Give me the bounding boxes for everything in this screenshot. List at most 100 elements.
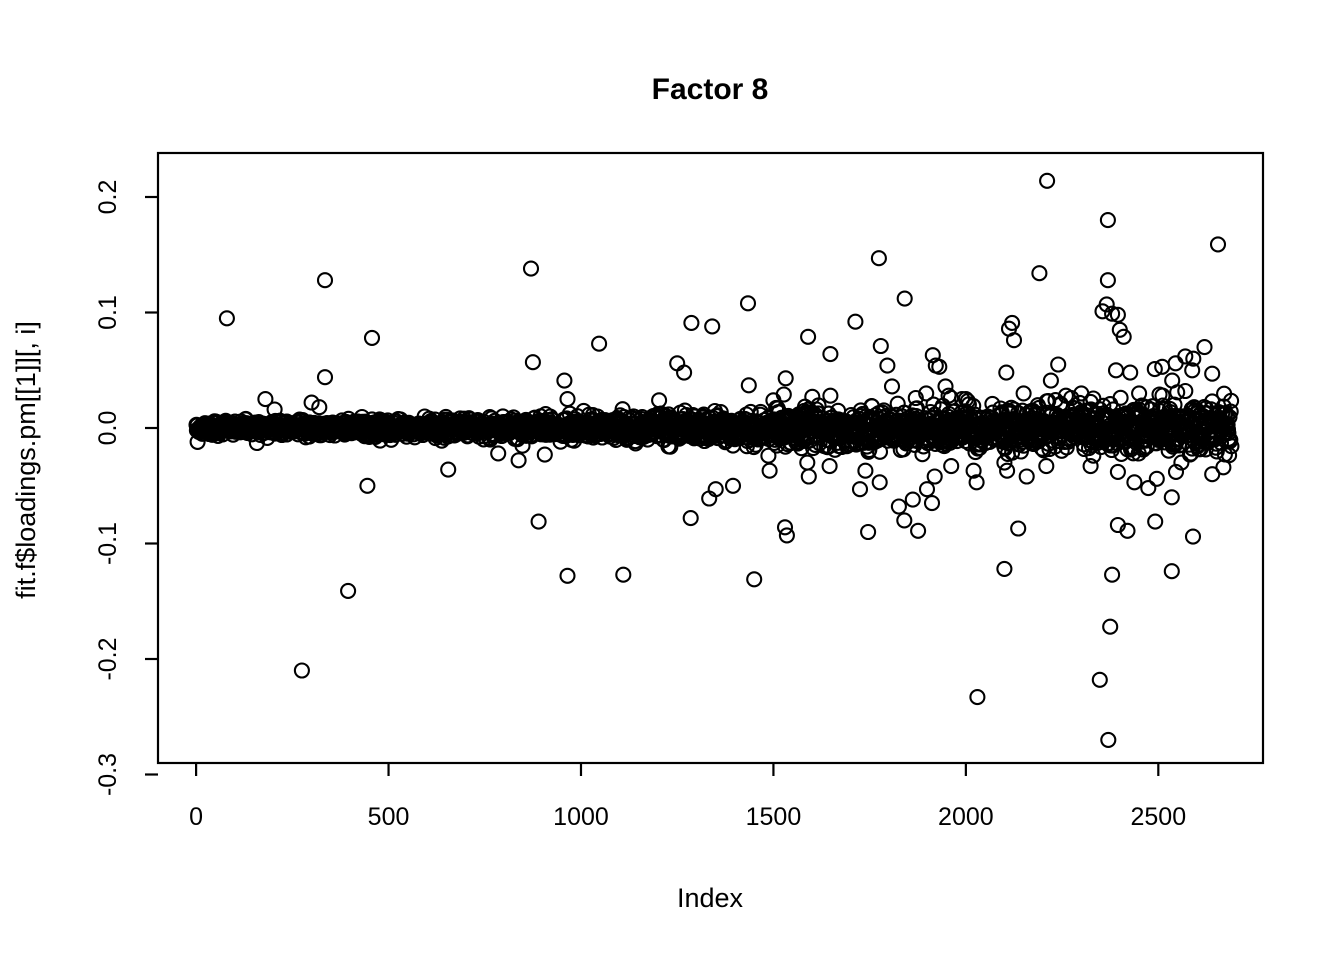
data-point bbox=[1050, 356, 1067, 373]
data-point bbox=[1215, 459, 1232, 476]
data-point bbox=[907, 389, 924, 407]
data-point bbox=[676, 364, 693, 381]
data-point bbox=[1098, 296, 1115, 313]
data-point bbox=[777, 370, 794, 387]
data-point bbox=[1122, 364, 1139, 381]
data-point bbox=[704, 318, 721, 335]
data-point bbox=[965, 462, 982, 479]
data-point bbox=[1109, 306, 1126, 323]
data-point bbox=[218, 310, 235, 327]
data-point bbox=[808, 401, 825, 418]
data-point bbox=[559, 391, 576, 408]
data-point bbox=[615, 566, 632, 583]
data-point bbox=[1112, 389, 1129, 406]
data-point bbox=[536, 446, 553, 463]
data-point bbox=[510, 452, 527, 469]
data-point bbox=[847, 313, 864, 330]
data-point bbox=[490, 445, 507, 462]
data-point bbox=[359, 477, 376, 494]
data-point bbox=[968, 474, 985, 491]
data-point bbox=[1177, 382, 1194, 400]
data-point bbox=[775, 386, 792, 403]
data-point bbox=[340, 582, 357, 599]
data-point bbox=[1222, 431, 1239, 448]
data-point bbox=[316, 272, 334, 289]
data-point bbox=[591, 335, 608, 352]
data-point bbox=[1085, 447, 1102, 464]
data-point bbox=[1010, 520, 1027, 537]
chart-title: Factor 8 bbox=[652, 73, 769, 106]
data-point bbox=[556, 372, 573, 389]
x-tick-label: 0 bbox=[189, 803, 203, 831]
data-point bbox=[1042, 372, 1059, 389]
data-point bbox=[1204, 365, 1221, 382]
data-point bbox=[822, 346, 839, 363]
data-point bbox=[651, 392, 668, 409]
data-point bbox=[257, 391, 274, 408]
data-point bbox=[822, 387, 839, 404]
data-point bbox=[522, 260, 540, 277]
data-point bbox=[740, 377, 757, 394]
data-point bbox=[1038, 458, 1055, 475]
data-point bbox=[937, 378, 954, 395]
x-axis: 0 500 1000 1500 2000 2500 bbox=[189, 763, 1186, 831]
data-point bbox=[776, 519, 794, 536]
data-point bbox=[996, 454, 1013, 471]
data-point bbox=[1119, 522, 1136, 539]
scatter-points bbox=[188, 172, 1240, 748]
data-point bbox=[683, 314, 700, 331]
data-point bbox=[1148, 470, 1165, 487]
y-axis-label: fit.f$loadings.pm[[1]][, i] bbox=[11, 321, 41, 599]
data-point bbox=[1196, 339, 1213, 356]
data-point bbox=[316, 369, 334, 386]
data-point bbox=[1005, 332, 1023, 349]
data-point bbox=[293, 662, 310, 679]
y-tick-label: -0.1 bbox=[94, 522, 122, 565]
data-point bbox=[761, 462, 778, 479]
data-point bbox=[896, 290, 913, 307]
data-point bbox=[778, 527, 795, 544]
data-point bbox=[363, 329, 381, 346]
data-point bbox=[1184, 362, 1201, 379]
data-point bbox=[890, 498, 907, 515]
data-point bbox=[739, 295, 757, 312]
data-point bbox=[303, 394, 320, 411]
y-tick-label: -0.3 bbox=[94, 753, 122, 796]
x-tick-label: 2000 bbox=[938, 803, 994, 831]
data-point bbox=[1138, 399, 1155, 416]
data-point bbox=[1104, 566, 1121, 583]
data-point bbox=[918, 481, 936, 498]
data-point bbox=[1146, 361, 1163, 378]
data-point bbox=[969, 689, 986, 706]
data-point bbox=[1099, 212, 1116, 229]
data-point bbox=[559, 567, 576, 584]
data-point bbox=[904, 491, 921, 508]
data-point bbox=[266, 401, 283, 418]
y-tick-label: 0.2 bbox=[94, 180, 122, 215]
y-tick-label: 0.0 bbox=[94, 411, 122, 446]
data-point bbox=[1039, 172, 1056, 189]
data-point bbox=[1018, 468, 1035, 485]
data-point bbox=[857, 462, 874, 479]
data-point bbox=[724, 477, 742, 494]
data-point bbox=[248, 434, 265, 452]
data-point bbox=[851, 481, 869, 498]
data-point bbox=[1177, 348, 1194, 365]
data-point bbox=[931, 358, 948, 375]
plot-box bbox=[156, 151, 1265, 765]
data-point bbox=[896, 512, 913, 529]
data-point bbox=[996, 560, 1013, 577]
data-point bbox=[940, 387, 957, 404]
data-point bbox=[821, 458, 838, 475]
data-point bbox=[1184, 528, 1202, 545]
data-point bbox=[1147, 513, 1164, 530]
data-point bbox=[1163, 489, 1180, 506]
data-point bbox=[682, 510, 699, 527]
data-point bbox=[1167, 463, 1185, 480]
y-axis: 0.2 0.1 0.0 -0.1 -0.2 -0.3 bbox=[94, 180, 158, 796]
data-point bbox=[524, 354, 541, 371]
data-point bbox=[1100, 731, 1117, 748]
data-point bbox=[918, 385, 935, 402]
data-point bbox=[1167, 355, 1184, 372]
